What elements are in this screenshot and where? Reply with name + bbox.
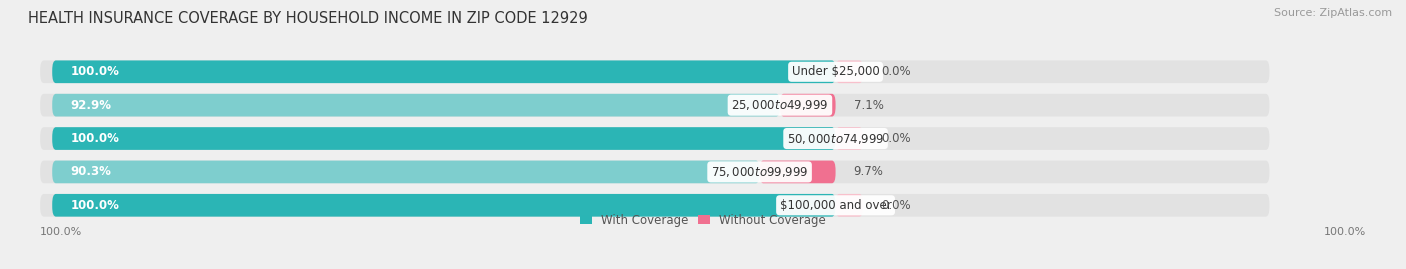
Text: $25,000 to $49,999: $25,000 to $49,999 [731, 98, 828, 112]
FancyBboxPatch shape [52, 94, 780, 116]
Text: 100.0%: 100.0% [70, 65, 120, 78]
Text: 100.0%: 100.0% [70, 132, 120, 145]
Text: 90.3%: 90.3% [70, 165, 111, 178]
FancyBboxPatch shape [52, 194, 835, 217]
FancyBboxPatch shape [835, 61, 863, 83]
Legend: With Coverage, Without Coverage: With Coverage, Without Coverage [575, 209, 831, 232]
Text: 9.7%: 9.7% [853, 165, 883, 178]
Text: Source: ZipAtlas.com: Source: ZipAtlas.com [1274, 8, 1392, 18]
Text: Under $25,000: Under $25,000 [792, 65, 879, 78]
Text: 7.1%: 7.1% [853, 99, 883, 112]
FancyBboxPatch shape [41, 61, 1270, 83]
Text: 0.0%: 0.0% [882, 65, 911, 78]
Text: $100,000 and over: $100,000 and over [780, 199, 891, 212]
Text: 100.0%: 100.0% [70, 199, 120, 212]
FancyBboxPatch shape [780, 94, 835, 116]
Text: 100.0%: 100.0% [41, 227, 83, 237]
Text: $50,000 to $74,999: $50,000 to $74,999 [787, 132, 884, 146]
FancyBboxPatch shape [41, 194, 1270, 217]
Text: 0.0%: 0.0% [882, 199, 911, 212]
FancyBboxPatch shape [835, 127, 863, 150]
FancyBboxPatch shape [52, 127, 835, 150]
Text: $75,000 to $99,999: $75,000 to $99,999 [711, 165, 808, 179]
FancyBboxPatch shape [759, 161, 835, 183]
Text: HEALTH INSURANCE COVERAGE BY HOUSEHOLD INCOME IN ZIP CODE 12929: HEALTH INSURANCE COVERAGE BY HOUSEHOLD I… [28, 11, 588, 26]
FancyBboxPatch shape [41, 127, 1270, 150]
Text: 0.0%: 0.0% [882, 132, 911, 145]
Text: 92.9%: 92.9% [70, 99, 111, 112]
FancyBboxPatch shape [52, 61, 835, 83]
FancyBboxPatch shape [52, 161, 759, 183]
Text: 100.0%: 100.0% [1323, 227, 1365, 237]
FancyBboxPatch shape [41, 94, 1270, 116]
FancyBboxPatch shape [41, 161, 1270, 183]
FancyBboxPatch shape [835, 194, 863, 217]
